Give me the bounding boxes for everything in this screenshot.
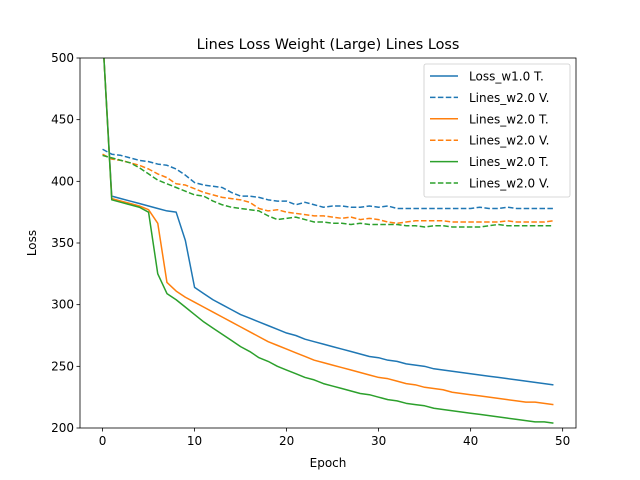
y-axis-ticks: 200 250 300 350 400 450 500 <box>51 51 80 435</box>
legend: Loss_w1.0 T. Lines_w2.0 V. Lines_w2.0 T. Li… <box>423 63 571 198</box>
legend-box <box>423 63 571 198</box>
x-tick-label: 50 <box>555 434 570 448</box>
legend-label: Loss_w1.0 T. <box>469 70 544 84</box>
series-line-3 <box>103 58 554 406</box>
legend-label: Lines_w2.0 T. <box>469 112 549 126</box>
legend-label: Lines_w2.0 T. <box>469 155 549 169</box>
y-tick-label: 300 <box>51 298 74 312</box>
y-axis-label: Loss <box>25 230 39 256</box>
legend-label: Lines_w2.0 V. <box>469 177 549 191</box>
chart-title: Lines Loss Weight (Large) Lines Loss <box>197 37 460 53</box>
x-axis-ticks: 0 10 20 30 40 50 <box>99 428 570 448</box>
legend-label: Lines_w2.0 V. <box>469 91 549 105</box>
series-lines <box>102 58 554 424</box>
x-tick-label: 10 <box>187 434 202 448</box>
y-tick-label: 200 <box>51 421 74 435</box>
series-line-2 <box>102 148 554 210</box>
legend-label: Lines_w2.0 V. <box>469 134 549 148</box>
x-tick-label: 40 <box>463 434 478 448</box>
y-tick-label: 450 <box>51 113 74 127</box>
y-tick-label: 350 <box>51 236 74 250</box>
x-tick-label: 0 <box>99 434 107 448</box>
series-line-5 <box>103 58 554 424</box>
series-line-4 <box>102 153 554 225</box>
x-tick-label: 30 <box>371 434 386 448</box>
y-tick-label: 250 <box>51 359 74 373</box>
x-tick-label: 20 <box>279 434 294 448</box>
x-axis-label: Epoch <box>310 456 347 470</box>
y-tick-label: 400 <box>51 174 74 188</box>
series-line-6 <box>102 154 554 228</box>
y-tick-label: 500 <box>51 51 74 65</box>
series-line-1 <box>103 58 554 386</box>
plot-frame <box>79 57 577 429</box>
